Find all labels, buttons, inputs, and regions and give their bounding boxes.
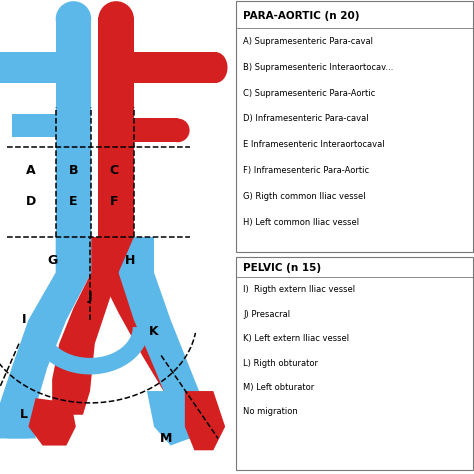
Text: K) Left extern Iliac vessel: K) Left extern Iliac vessel	[243, 334, 349, 343]
Polygon shape	[118, 237, 209, 438]
Text: D: D	[26, 195, 36, 208]
Text: M) Left obturator: M) Left obturator	[243, 383, 314, 392]
Text: PELVIC (n 15): PELVIC (n 15)	[243, 263, 321, 273]
Text: B: B	[69, 164, 78, 177]
Polygon shape	[185, 391, 225, 450]
Text: C: C	[109, 164, 118, 177]
Text: C) Supramesenteric Para-Aortic: C) Supramesenteric Para-Aortic	[243, 89, 375, 98]
Polygon shape	[31, 327, 149, 374]
Ellipse shape	[204, 52, 228, 83]
Text: J: J	[88, 290, 92, 303]
Bar	[118, 118, 178, 142]
Ellipse shape	[166, 118, 190, 142]
Text: I)  Rigth extern Iliac vessel: I) Rigth extern Iliac vessel	[243, 285, 355, 294]
Ellipse shape	[99, 1, 134, 37]
Polygon shape	[147, 391, 190, 446]
Text: F) Inframesenteric Para-Aortic: F) Inframesenteric Para-Aortic	[243, 166, 369, 175]
Text: F: F	[109, 195, 118, 208]
Text: B) Supramesenteric Interaortocav...: B) Supramesenteric Interaortocav...	[243, 63, 393, 72]
Text: E Inframesenteric Interaortocaval: E Inframesenteric Interaortocaval	[243, 140, 384, 149]
Polygon shape	[0, 237, 91, 438]
Text: J) Presacral: J) Presacral	[243, 310, 290, 319]
Ellipse shape	[56, 1, 91, 37]
Text: G: G	[47, 254, 57, 267]
Bar	[110, 52, 217, 83]
Text: L: L	[20, 408, 27, 421]
Text: L) Rigth obturator: L) Rigth obturator	[243, 359, 318, 368]
Bar	[0, 52, 59, 83]
Text: I: I	[21, 313, 26, 327]
Bar	[99, 17, 134, 237]
Text: G) Rigth common Iliac vessel: G) Rigth common Iliac vessel	[243, 192, 365, 201]
Text: D) Inframesenteric Para-caval: D) Inframesenteric Para-caval	[243, 114, 369, 123]
Polygon shape	[0, 391, 36, 438]
Text: A: A	[26, 164, 36, 177]
Text: PARA-AORTIC (n 20): PARA-AORTIC (n 20)	[243, 11, 359, 21]
Text: H: H	[125, 254, 136, 267]
Text: M: M	[160, 432, 172, 445]
Bar	[56, 17, 91, 237]
Text: No migration: No migration	[243, 408, 298, 417]
Polygon shape	[99, 237, 218, 438]
Polygon shape	[52, 237, 118, 415]
Text: K: K	[149, 325, 159, 338]
Bar	[12, 114, 59, 137]
Text: A) Supramesenteric Para-caval: A) Supramesenteric Para-caval	[243, 37, 373, 46]
Text: H) Left common Iliac vessel: H) Left common Iliac vessel	[243, 218, 359, 227]
Text: E: E	[69, 195, 78, 208]
Polygon shape	[28, 398, 76, 446]
